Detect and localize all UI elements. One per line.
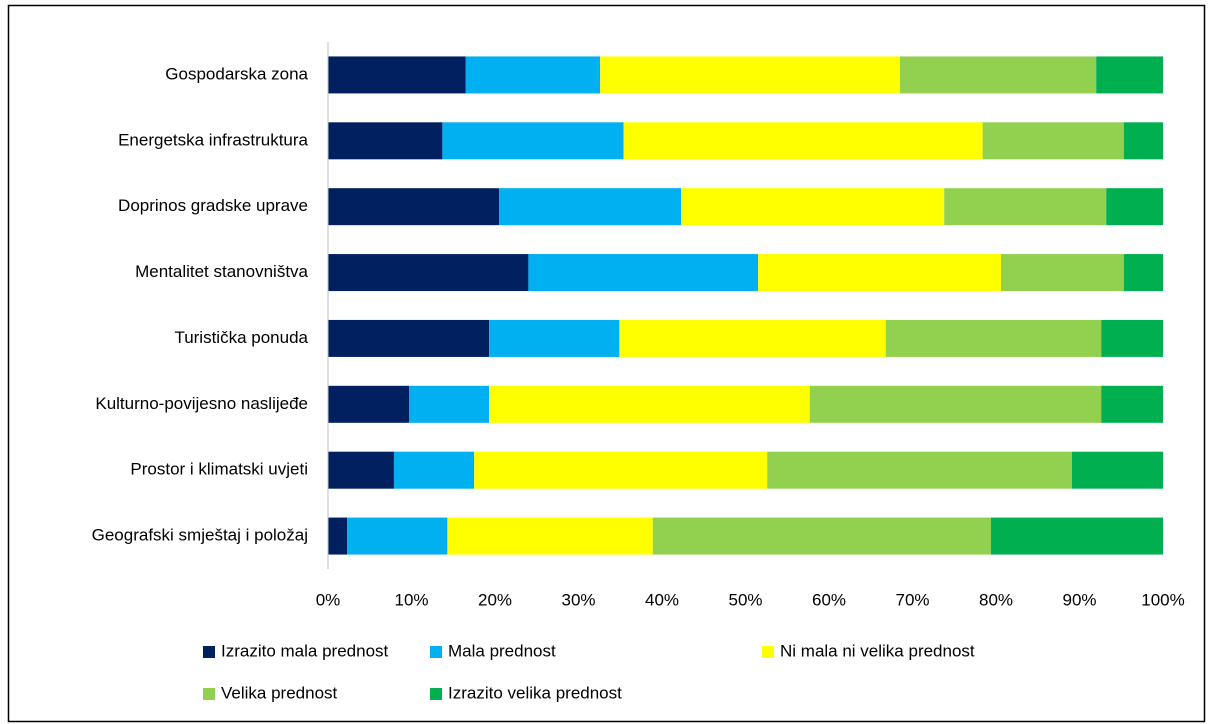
bar-segment	[408, 385, 490, 423]
bar-segment	[328, 254, 529, 292]
y-tick-label: Turistička ponuda	[174, 328, 308, 347]
x-tick-label: 0%	[316, 590, 341, 609]
x-tick-label: 100%	[1141, 590, 1184, 609]
bar-segment	[528, 254, 759, 292]
legend-label: Izrazito velika prednost	[448, 683, 622, 702]
bar-segment	[328, 122, 443, 160]
bar-segment	[489, 319, 620, 357]
y-tick-label: Energetska infrastruktura	[118, 130, 308, 149]
bar-segment	[681, 188, 945, 226]
bar-segment	[1101, 319, 1163, 357]
x-tick-label: 40%	[645, 590, 679, 609]
legend-label: Mala prednost	[448, 641, 556, 660]
legend-label: Velika prednost	[221, 683, 338, 702]
bar-segment	[474, 451, 768, 489]
x-tick-label: 60%	[812, 590, 846, 609]
bar-segment	[328, 319, 490, 357]
bar-segment	[328, 56, 466, 94]
bar-segment	[623, 122, 983, 160]
bar-segment	[447, 517, 653, 555]
x-tick-label: 20%	[478, 590, 512, 609]
bar-segment	[652, 517, 991, 555]
legend-swatch	[430, 688, 442, 700]
y-tick-label: Gospodarska zona	[165, 64, 308, 83]
bar-segment	[1123, 122, 1163, 160]
y-tick-label: Geografski smještaj i položaj	[92, 526, 308, 545]
bar-segment	[489, 385, 810, 423]
bar-segment	[1101, 385, 1163, 423]
bar-segment	[328, 188, 500, 226]
bar-segment	[990, 517, 1163, 555]
bar-segment	[465, 56, 601, 94]
y-tick-label: Mentalitet stanovništva	[135, 262, 308, 281]
bar-segment	[1096, 56, 1163, 94]
bar-segment	[899, 56, 1097, 94]
bar-segment	[758, 254, 1002, 292]
legend-swatch	[203, 688, 215, 700]
bar-segment	[1123, 254, 1163, 292]
bar-segment	[767, 451, 1072, 489]
bar-segment	[328, 451, 394, 489]
legend-swatch	[203, 646, 215, 658]
chart-border	[7, 4, 1206, 723]
bar-segment	[1071, 451, 1163, 489]
bar-segment	[347, 517, 448, 555]
bar-segment	[944, 188, 1107, 226]
x-tick-label: 90%	[1062, 590, 1096, 609]
legend-label: Izrazito mala prednost	[221, 641, 389, 660]
y-tick-label: Kulturno-povijesno naslijeđe	[95, 394, 308, 413]
y-tick-label: Doprinos gradske uprave	[118, 196, 308, 215]
legend-swatch	[430, 646, 442, 658]
bar-segment	[809, 385, 1102, 423]
x-tick-label: 10%	[394, 590, 428, 609]
x-tick-label: 80%	[979, 590, 1013, 609]
bar-segment	[328, 385, 409, 423]
bar-segment	[982, 122, 1124, 160]
bar-segment	[393, 451, 475, 489]
bar-segment	[885, 319, 1102, 357]
bar-segment	[600, 56, 900, 94]
bar-segment	[619, 319, 886, 357]
bar-segment	[1001, 254, 1124, 292]
bar-segment	[442, 122, 624, 160]
bar-segment	[499, 188, 682, 226]
x-tick-label: 30%	[561, 590, 595, 609]
bar-segment	[1106, 188, 1163, 226]
x-tick-label: 70%	[895, 590, 929, 609]
y-tick-label: Prostor i klimatski uvjeti	[130, 460, 308, 479]
bar-segment	[328, 517, 348, 555]
legend-swatch	[762, 646, 774, 658]
x-tick-label: 50%	[728, 590, 762, 609]
legend-label: Ni mala ni velika prednost	[780, 641, 975, 660]
